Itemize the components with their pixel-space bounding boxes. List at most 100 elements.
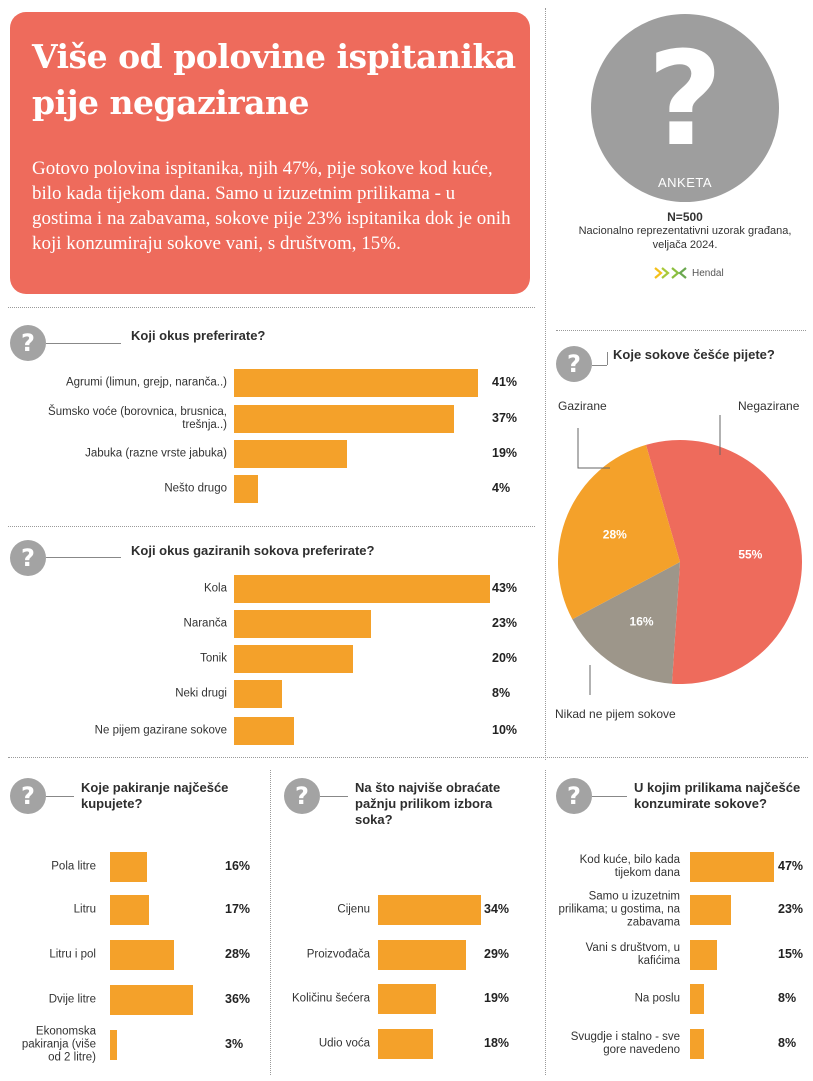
header-title: Više od polovine ispitanika pije negazir…: [32, 37, 516, 122]
value-label: 18%: [484, 1036, 510, 1050]
bar: [110, 940, 175, 970]
legend-gazirane: Gazirane: [558, 399, 607, 413]
value-label: 8%: [778, 991, 797, 1005]
value-label: 8%: [778, 1036, 797, 1050]
bar: [110, 985, 193, 1015]
question-icon: ?: [10, 778, 46, 814]
category-label: Kola: [203, 582, 227, 595]
legend-nikad: Nikad ne pijem sokove: [555, 707, 676, 721]
category-label: Kod kuće, bilo kada tijekom dana: [579, 854, 680, 879]
anketa-badge: [591, 14, 779, 202]
question-mark-icon: ?: [647, 23, 723, 175]
title-connector: [592, 796, 627, 797]
value-label: 36%: [225, 992, 251, 1006]
hendal-brand: Hendal: [692, 267, 724, 279]
pie-slice: [557, 444, 680, 620]
bar: [234, 475, 258, 503]
value-label: 4%: [492, 481, 511, 495]
category-label: Naranča: [183, 617, 227, 630]
legend-negazirane: Negazirane: [738, 399, 800, 413]
category-label: Dvije litre: [48, 993, 96, 1006]
header-text: Gotovo polovina ispitanika, njih 47%, pi…: [32, 158, 511, 254]
value-label: 3%: [225, 1037, 244, 1051]
bar: [234, 575, 490, 603]
pie-slice: [645, 439, 803, 684]
value-label: 8%: [492, 686, 511, 700]
bar: [234, 717, 294, 745]
pie-slice: [572, 562, 680, 684]
bar: [234, 680, 282, 708]
category-label: Agrumi (limun, grejp, naranča..): [65, 376, 227, 389]
sample-description: Nacionalno reprezentativni uzorak građan…: [578, 225, 792, 251]
bar: [110, 1030, 117, 1060]
bar: [690, 852, 774, 882]
question-icon: ?: [284, 778, 320, 814]
category-label: Samo u izuzetnim prilikama; u gostima, n…: [558, 890, 680, 929]
value-label: 19%: [484, 991, 510, 1005]
bar: [234, 610, 371, 638]
question-icon: ?: [556, 346, 592, 382]
bar: [234, 405, 455, 433]
sample-size: N=500: [667, 210, 703, 224]
category-label: Udio voća: [318, 1037, 370, 1050]
value-label: 43%: [492, 581, 518, 595]
bar: [234, 645, 353, 673]
category-label: Nešto drugo: [164, 482, 227, 495]
category-label: Količinu šećera: [292, 992, 370, 1005]
anketa-label: ANKETA: [657, 175, 713, 190]
value-label: 23%: [492, 616, 518, 630]
pie-value-label: 55%: [738, 547, 762, 561]
value-label: 28%: [225, 947, 251, 961]
category-label: Neki drugi: [175, 687, 227, 700]
bar: [378, 940, 467, 970]
title-connector: [607, 352, 608, 365]
bar: [690, 984, 705, 1014]
bar: [690, 1029, 705, 1059]
title-connector: [46, 343, 121, 344]
category-label: Svugdje i stalno - sve gore navedeno: [570, 1031, 680, 1056]
question-icon: ?: [10, 325, 46, 361]
category-label: Litru i pol: [49, 948, 96, 961]
title-connector: [592, 365, 607, 366]
bar: [690, 940, 717, 970]
value-label: 34%: [484, 902, 510, 916]
chart-title: Na što najviše obraćate pažnju prilikom …: [355, 780, 501, 827]
category-label: Jabuka (razne vrste jabuka): [85, 447, 227, 460]
value-label: 47%: [778, 859, 804, 873]
category-label: Cijenu: [337, 903, 370, 916]
category-label: Šumsko voće (borovnica, brusnica, trešnj…: [48, 406, 227, 431]
value-label: 29%: [484, 947, 510, 961]
bar: [378, 1029, 433, 1059]
bar: [690, 895, 731, 925]
category-label: Pola litre: [51, 860, 96, 873]
value-label: 19%: [492, 446, 518, 460]
bar: [110, 895, 150, 925]
bar: [110, 852, 147, 882]
chart-title: Koje pakiranje najčešće kupujete?: [81, 780, 229, 811]
category-label: Proizvođača: [306, 948, 370, 961]
value-label: 17%: [225, 902, 251, 916]
value-label: 20%: [492, 651, 518, 665]
chart-title: Koji okus preferirate?: [131, 328, 266, 343]
value-label: 23%: [778, 902, 804, 916]
title-connector: [46, 557, 121, 558]
bar: [234, 440, 348, 468]
value-label: 16%: [225, 859, 251, 873]
chart-title: Koje sokove češće pijete?: [613, 347, 775, 362]
category-label: Litru: [73, 903, 96, 916]
pie-value-label: 28%: [603, 527, 627, 541]
bar: [234, 369, 478, 397]
question-icon: ?: [10, 540, 46, 576]
hendal-logo-icon: [654, 267, 687, 279]
chart-title: Koji okus gaziranih sokova preferirate?: [131, 543, 375, 558]
chart-title: U kojim prilikama najčešće konzumirate s…: [634, 780, 801, 811]
value-label: 37%: [492, 411, 518, 425]
category-label: Vani s društvom, u kafićima: [585, 942, 680, 967]
question-icon: ?: [556, 778, 592, 814]
category-label: Ne pijem gazirane sokove: [94, 724, 227, 737]
value-label: 10%: [492, 723, 518, 737]
title-connector: [46, 796, 74, 797]
header-banner: Više od polovine ispitanika pije negazir…: [10, 12, 530, 294]
value-label: 41%: [492, 375, 518, 389]
category-label: Tonik: [200, 652, 227, 665]
